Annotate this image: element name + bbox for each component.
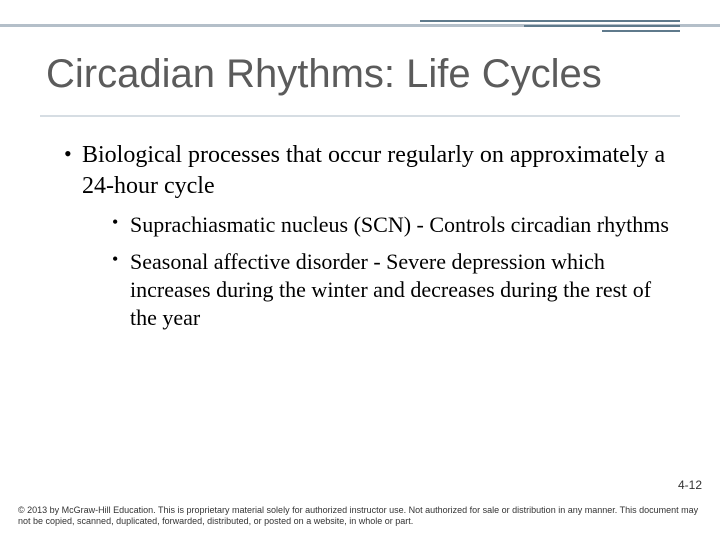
bullet-level2: Seasonal affective disorder - Severe dep… <box>110 248 670 332</box>
title-underline <box>40 115 680 117</box>
header-rule-group <box>0 24 720 27</box>
slide-title: Circadian Rhythms: Life Cycles <box>46 52 680 97</box>
bullet-level2: Suprachiasmatic nucleus (SCN) - Controls… <box>110 211 670 239</box>
bullet-level1: Biological processes that occur regularl… <box>60 140 670 201</box>
bullet-level1-text: Biological processes that occur regularl… <box>82 142 665 199</box>
copyright-footer: © 2013 by McGraw-Hill Education. This is… <box>18 505 702 528</box>
accent-line-3 <box>602 30 680 32</box>
header-accent-lines <box>420 20 680 32</box>
bullet-level2-text-1: Suprachiasmatic nucleus (SCN) - Controls… <box>130 212 669 237</box>
bullet-level2-text-2: Seasonal affective disorder - Severe dep… <box>130 249 651 330</box>
accent-line-1 <box>420 20 680 22</box>
slide-body: Biological processes that occur regularl… <box>60 140 670 340</box>
page-number: 4-12 <box>678 478 702 492</box>
accent-line-2 <box>524 25 680 27</box>
